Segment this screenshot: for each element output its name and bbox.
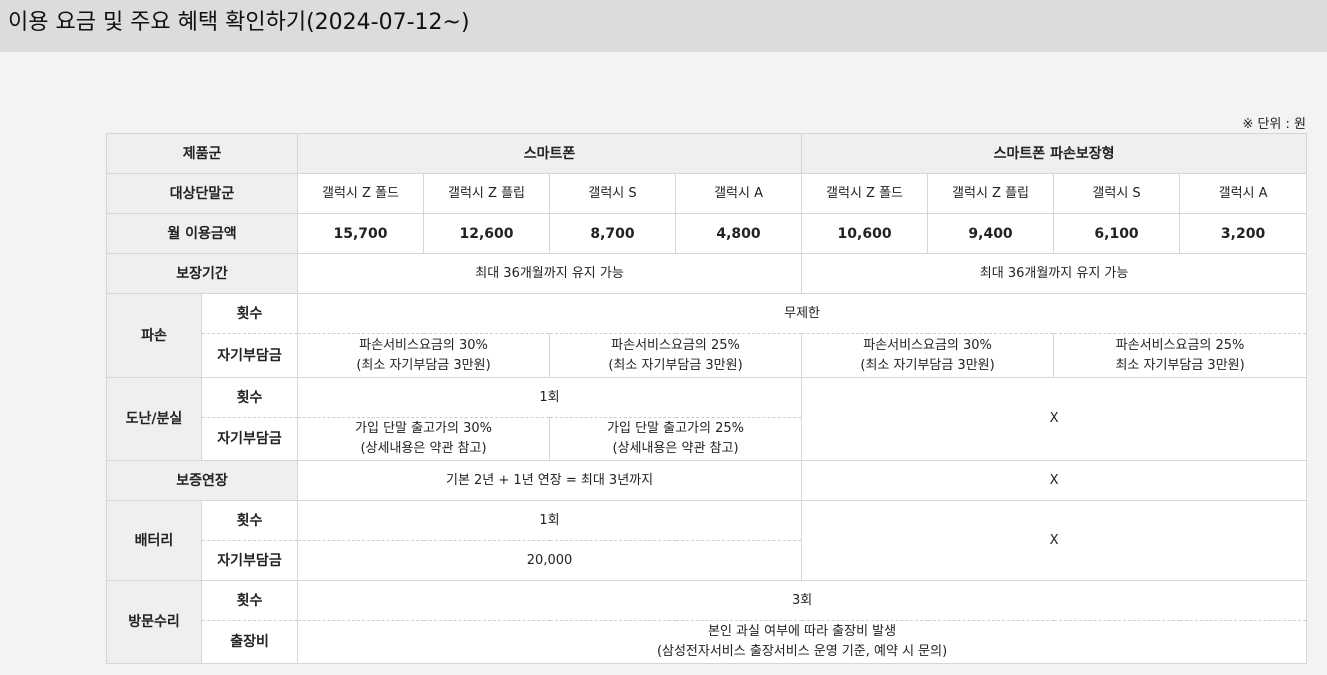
device-cell: 갤럭시 A (675, 173, 803, 214)
damage-deductible-label: 자기부담금 (200, 333, 299, 378)
deductible-line: 가입 단말 출고가의 30% (355, 421, 492, 436)
damage-count-row: 파손 횟수 무제한 (106, 293, 1308, 378)
coverage-cell: 최대 36개월까지 유지 가능 (297, 253, 803, 294)
device-cell: 갤럭시 S (1053, 173, 1181, 214)
battery-label: 배터리 (106, 500, 202, 581)
visit-count-label: 횟수 (200, 580, 299, 621)
deductible-line: 파손서비스요금의 25% (1115, 337, 1245, 353)
deductible-line: 가입 단말 출고가의 25% (607, 421, 745, 436)
battery-deductible-row: 자기부담금 20,000 (107, 540, 1307, 581)
damage-deductible-row: 자기부담금 파손서비스요금의 30% (최소 자기부담금 3만원) 파손서비스요… (107, 333, 1308, 378)
damage-deductible-cell: 파손서비스요금의 30% (최소 자기부담금 3만원) (801, 333, 1055, 378)
deductible-line: (최소 자기부담금 3만원) (608, 357, 743, 373)
monthly-fee-row: 월 이용금액 15,700 12,600 8,700 4,800 10,600 … (105, 213, 1308, 254)
fee-cell: 4,800 (675, 213, 803, 254)
device-cell: 갤럭시 Z 플립 (927, 173, 1055, 214)
warranty-row: 보증연장 기본 2년 + 1년 연장 = 최대 3년까지 X (105, 460, 1308, 501)
theft-loss-label: 도난/분실 (106, 377, 202, 461)
battery-deductible-value: 20,000 (297, 540, 803, 581)
battery-count-value: 1회 (297, 500, 803, 541)
theft-count-row: 도난/분실 횟수 1회 X (106, 377, 1308, 461)
device-cell: 갤럭시 A (1179, 173, 1308, 214)
battery-count-row: 배터리 횟수 1회 X (106, 500, 1308, 581)
device-row: 대상단말군 갤럭시 Z 폴드 갤럭시 Z 플립 갤럭시 S 갤럭시 A 갤럭시 … (105, 173, 1308, 214)
warranty-extension-label: 보증연장 (105, 460, 299, 501)
theft-deductible-cell: 가입 단말 출고가의 25% (상세내용은 약관 참고) (549, 417, 803, 461)
fee-cell: 12,600 (423, 213, 551, 254)
visit-count-row: 방문수리 횟수 3회 (106, 580, 1308, 664)
damage-count-value: 무제한 (297, 293, 1308, 334)
damage-deductible-cell: 파손서비스요금의 25% (최소 자기부담금 3만원) (549, 333, 803, 378)
deductible-line: (상세내용은 약관 참고) (612, 441, 739, 456)
title-bar: 이용 요금 및 주요 혜택 확인하기(2024-07-12~) (0, 0, 1327, 52)
fee-cell: 15,700 (297, 213, 425, 254)
device-cell: 갤럭시 Z 폴드 (801, 173, 929, 214)
deductible-line: 파손서비스요금의 30% (863, 337, 992, 353)
visit-repair-label: 방문수리 (106, 580, 202, 664)
deductible-line: 최소 자기부담금 3만원) (1115, 357, 1245, 373)
deductible-line: (상세내용은 약관 참고) (360, 441, 487, 456)
product-group-label: 제품군 (105, 133, 299, 174)
theft-deductible-label: 자기부담금 (200, 417, 299, 461)
battery-deductible-label: 자기부담금 (200, 540, 299, 581)
damage-label: 파손 (106, 293, 202, 378)
warranty-na-cell: X (801, 460, 1308, 501)
deductible-line: 파손서비스요금의 25% (611, 337, 740, 353)
visit-fee-line: 본인 과실 여부에 따라 출장비 발생 (708, 624, 897, 639)
target-device-label: 대상단말군 (105, 173, 299, 214)
device-cell: 갤럭시 Z 플립 (423, 173, 551, 214)
theft-deductible-cell: 가입 단말 출고가의 30% (상세내용은 약관 참고) (297, 417, 551, 461)
group-smartphone: 스마트폰 (297, 133, 803, 174)
pricing-table: 제품군 스마트폰 스마트폰 파손보장형 대상단말군 갤럭시 Z 폴드 갤럭시 Z… (105, 133, 1308, 664)
deductible-line: (최소 자기부담금 3만원) (356, 357, 491, 373)
visit-fee-cell: 본인 과실 여부에 따라 출장비 발생 (삼성전자서비스 출장서비스 운영 기준… (297, 620, 1308, 664)
damage-deductible-cell: 파손서비스요금의 30% (최소 자기부담금 3만원) (297, 333, 551, 378)
monthly-fee-label: 월 이용금액 (105, 213, 299, 254)
damage-count-label: 횟수 (200, 293, 299, 334)
unit-note: ※ 단위 : 원 (1242, 117, 1306, 132)
device-cell: 갤럭시 S (549, 173, 677, 214)
battery-count-label: 횟수 (200, 500, 299, 541)
group-smartphone-damage: 스마트폰 파손보장형 (801, 133, 1308, 174)
visit-fee-label: 출장비 (200, 620, 299, 664)
deductible-line: (최소 자기부담금 3만원) (860, 357, 995, 373)
product-group-row: 제품군 스마트폰 스마트폰 파손보장형 (105, 133, 1308, 174)
fee-cell: 10,600 (801, 213, 929, 254)
visit-count-value: 3회 (297, 580, 1308, 621)
theft-na-cell: X (801, 377, 1308, 461)
warranty-cell: 기본 2년 + 1년 연장 = 최대 3년까지 (297, 460, 803, 501)
fee-cell: 3,200 (1179, 213, 1308, 254)
fee-cell: 8,700 (549, 213, 677, 254)
fee-cell: 9,400 (927, 213, 1055, 254)
theft-count-value: 1회 (297, 377, 803, 418)
coverage-cell: 최대 36개월까지 유지 가능 (801, 253, 1308, 294)
deductible-line: 파손서비스요금의 30% (359, 337, 488, 353)
theft-count-label: 횟수 (200, 377, 299, 418)
damage-deductible-cell: 파손서비스요금의 25% 최소 자기부담금 3만원) (1053, 333, 1308, 378)
coverage-row: 보장기간 최대 36개월까지 유지 가능 최대 36개월까지 유지 가능 (105, 253, 1308, 294)
visit-fee-row: 출장비 본인 과실 여부에 따라 출장비 발생 (삼성전자서비스 출장서비스 운… (107, 620, 1308, 664)
theft-deductible-row: 자기부담금 가입 단말 출고가의 30% (상세내용은 약관 참고) 가입 단말… (107, 417, 1307, 461)
fee-cell: 6,100 (1053, 213, 1181, 254)
battery-na-cell: X (801, 500, 1308, 581)
device-cell: 갤럭시 Z 폴드 (297, 173, 425, 214)
page-title: 이용 요금 및 주요 혜택 확인하기(2024-07-12~) (8, 10, 470, 35)
visit-fee-line: (삼성전자서비스 출장서비스 운영 기준, 예약 시 문의) (656, 644, 948, 659)
coverage-period-label: 보장기간 (105, 253, 299, 294)
